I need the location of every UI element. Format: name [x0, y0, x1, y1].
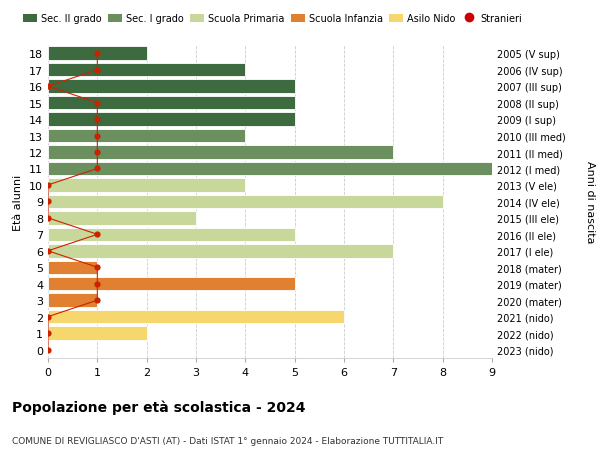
Bar [48, 294, 97, 307]
Bar [48, 179, 245, 192]
Y-axis label: Anni di nascita: Anni di nascita [585, 161, 595, 243]
Bar [48, 310, 344, 324]
Bar [48, 129, 245, 143]
Bar [48, 327, 146, 340]
Bar [48, 97, 295, 110]
Bar [48, 195, 443, 209]
Bar [48, 277, 295, 291]
Bar [48, 228, 295, 241]
Bar [48, 146, 394, 159]
Text: COMUNE DI REVIGLIASCO D'ASTI (AT) - Dati ISTAT 1° gennaio 2024 - Elaborazione TU: COMUNE DI REVIGLIASCO D'ASTI (AT) - Dati… [12, 436, 443, 445]
Bar [48, 80, 295, 94]
Bar [48, 245, 394, 258]
Text: Popolazione per età scolastica - 2024: Popolazione per età scolastica - 2024 [12, 399, 305, 414]
Bar [48, 162, 492, 176]
Bar [48, 261, 97, 274]
Bar [48, 47, 146, 61]
Bar [48, 113, 295, 127]
Y-axis label: Età alunni: Età alunni [13, 174, 23, 230]
Legend: Sec. II grado, Sec. I grado, Scuola Primaria, Scuola Infanzia, Asilo Nido, Stran: Sec. II grado, Sec. I grado, Scuola Prim… [23, 14, 522, 24]
Bar [48, 212, 196, 225]
Bar [48, 64, 245, 77]
